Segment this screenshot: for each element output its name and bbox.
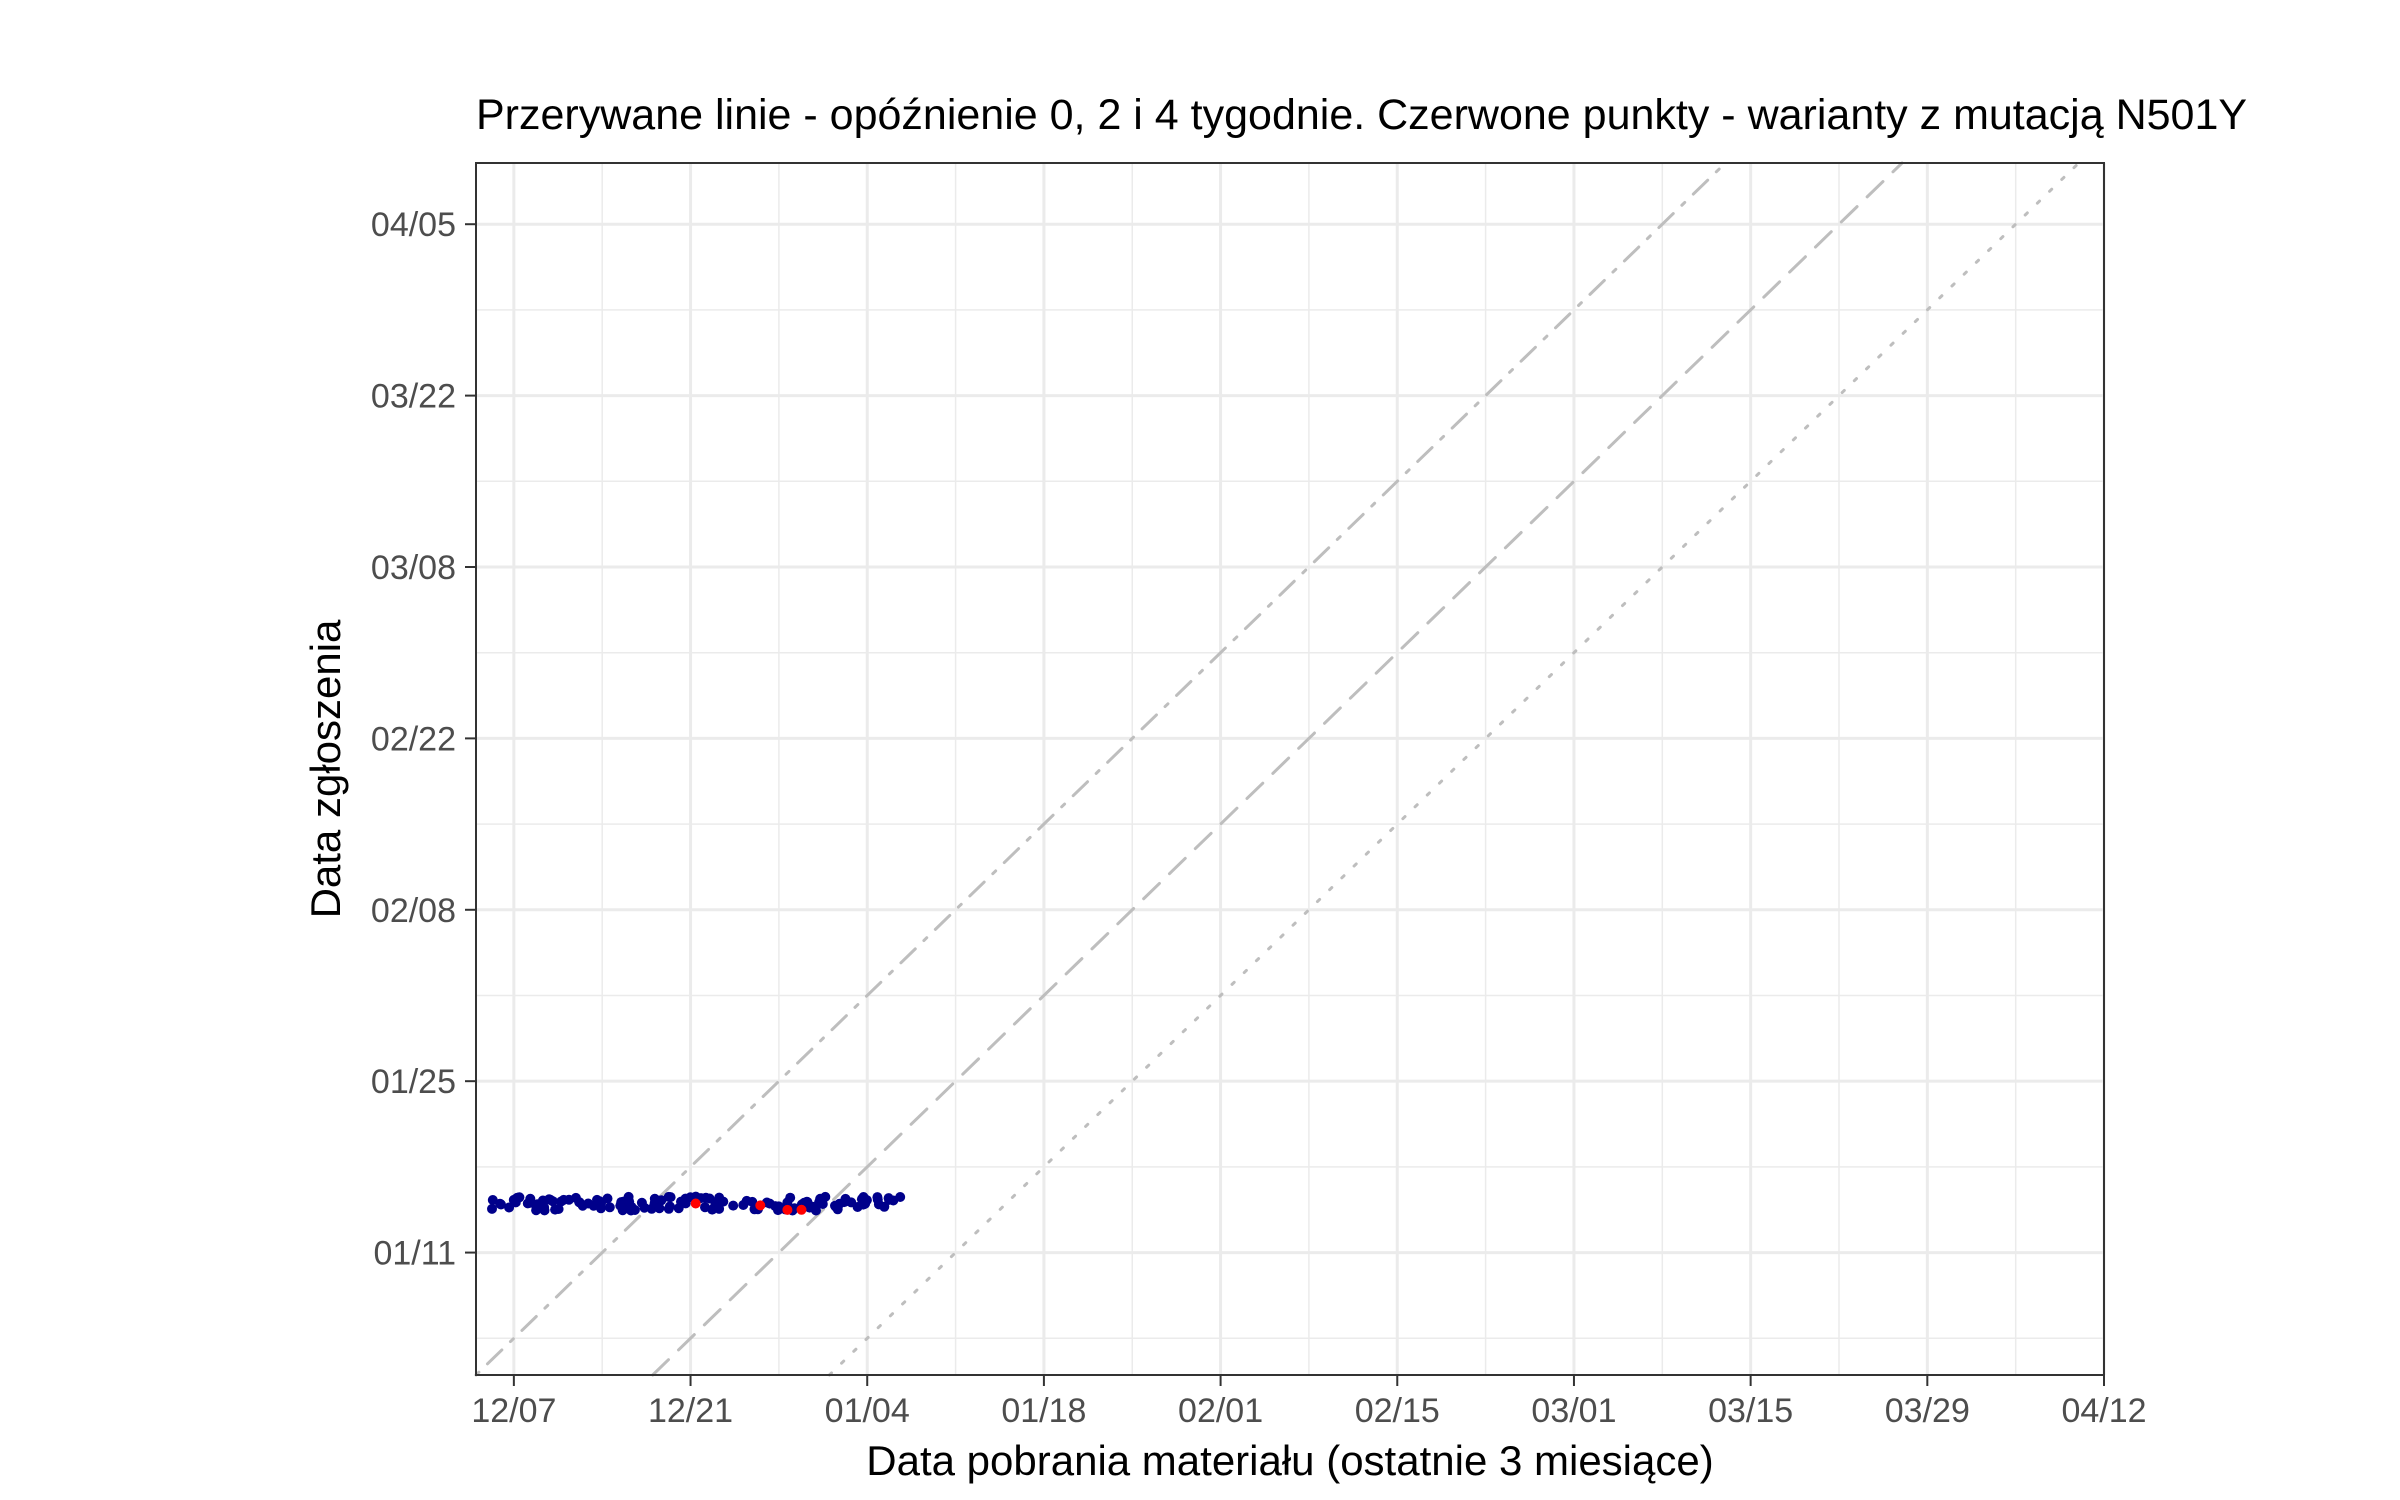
y-tick-label: 03/22 (371, 378, 456, 416)
data-point (852, 1202, 863, 1212)
reference-line-4-weeks (474, 161, 1727, 1377)
x-axis-ticks: 12/07 12/21 01/04 01/18 02/01 02/15 03/01 03/15… (471, 1375, 2147, 1430)
delay-reference-lines (474, 161, 2081, 1377)
data-point (872, 1192, 883, 1203)
reference-line-0-weeks (827, 161, 2081, 1377)
data-point (840, 1193, 851, 1204)
data-point (884, 1194, 895, 1205)
x-axis-title: Data pobrania materiału (ostatnie 3 mies… (866, 1437, 1713, 1484)
chart-title: Przerywane linie - opóźnienie 0, 2 i 4 t… (476, 91, 2247, 139)
y-tick-label: 03/08 (371, 549, 456, 587)
n501y-data-point (782, 1204, 793, 1215)
n501y-data-point (755, 1200, 766, 1211)
data-point (679, 1195, 690, 1206)
x-tick-label: 01/18 (1001, 1392, 1086, 1430)
data-point (592, 1194, 602, 1205)
data-point (832, 1204, 843, 1215)
data-point (504, 1202, 515, 1213)
data-point (814, 1197, 825, 1208)
n501y-data-point (796, 1204, 807, 1215)
data-point (649, 1193, 660, 1204)
n501y-data-point (690, 1198, 701, 1209)
x-tick-label: 12/21 (648, 1392, 733, 1430)
x-tick-label: 01/04 (825, 1392, 910, 1430)
data-point (811, 1205, 821, 1216)
data-point (553, 1204, 564, 1214)
x-tick-label: 02/01 (1178, 1392, 1263, 1430)
reference-line-2-weeks (651, 161, 1904, 1377)
data-point (714, 1192, 725, 1203)
data-point (663, 1191, 674, 1202)
x-tick-label: 04/12 (2061, 1392, 2146, 1430)
x-tick-label: 03/01 (1531, 1392, 1616, 1430)
minor-gridlines (476, 163, 2104, 1375)
data-point (663, 1203, 674, 1214)
data-point (539, 1202, 550, 1213)
data-point (583, 1198, 594, 1209)
data-point (738, 1200, 749, 1210)
x-tick-label: 03/15 (1708, 1392, 1793, 1430)
plot-panel (476, 163, 2104, 1375)
data-point (858, 1192, 869, 1202)
y-tick-label: 02/22 (371, 720, 456, 758)
x-tick-label: 12/07 (471, 1392, 556, 1430)
y-tick-label: 04/05 (371, 206, 456, 244)
data-point (487, 1203, 497, 1214)
data-point (714, 1203, 725, 1214)
data-point (604, 1202, 615, 1213)
data-point (574, 1197, 585, 1208)
data-point (785, 1192, 796, 1203)
data-point (728, 1200, 739, 1211)
y-axis-ticks: 01/11 01/25 02/08 02/22 03/08 03/22 04/05 (371, 206, 476, 1273)
data-points (487, 1191, 906, 1216)
data-point (626, 1205, 636, 1216)
data-point (639, 1202, 650, 1213)
data-point (495, 1198, 505, 1209)
data-point (616, 1197, 627, 1208)
data-point (801, 1196, 812, 1207)
y-tick-label: 01/11 (373, 1235, 456, 1273)
plot-border (475, 162, 2105, 1376)
data-point (654, 1203, 665, 1214)
data-point (602, 1193, 613, 1204)
x-tick-label: 02/15 (1355, 1392, 1440, 1430)
data-point (624, 1196, 635, 1207)
y-axis-title: Data zgłoszenia (302, 619, 349, 918)
x-tick-label: 03/29 (1885, 1392, 1970, 1430)
data-point (547, 1196, 558, 1207)
y-tick-label: 01/25 (371, 1063, 456, 1101)
y-tick-label: 02/08 (371, 892, 456, 930)
data-point (514, 1192, 525, 1203)
